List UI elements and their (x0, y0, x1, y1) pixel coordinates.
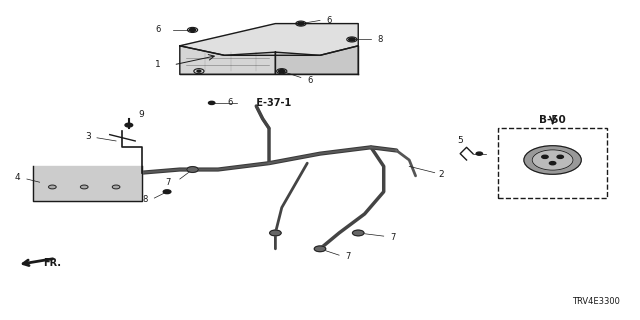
Text: 9: 9 (138, 109, 144, 118)
Circle shape (187, 167, 198, 172)
Text: B-50: B-50 (540, 115, 566, 125)
Circle shape (299, 23, 303, 25)
Circle shape (81, 185, 88, 189)
Bar (499, 128, 607, 198)
Circle shape (191, 29, 195, 31)
Polygon shape (180, 46, 275, 74)
Circle shape (209, 101, 215, 105)
Circle shape (298, 22, 304, 25)
Circle shape (278, 69, 285, 73)
Text: 7: 7 (346, 252, 351, 261)
Text: 3: 3 (85, 132, 91, 141)
Text: 1: 1 (155, 60, 161, 69)
Circle shape (197, 70, 201, 72)
Text: TRV4E3300: TRV4E3300 (572, 297, 620, 306)
Circle shape (349, 38, 355, 41)
Text: 5: 5 (458, 136, 463, 146)
Circle shape (189, 28, 196, 32)
Text: FR.: FR. (43, 258, 61, 268)
Circle shape (549, 162, 556, 165)
Circle shape (353, 230, 364, 236)
Text: 7: 7 (165, 178, 170, 187)
Text: E-37-1: E-37-1 (253, 98, 291, 108)
Circle shape (163, 190, 171, 194)
Polygon shape (33, 166, 141, 201)
Circle shape (314, 246, 326, 252)
Text: 2: 2 (438, 170, 444, 179)
Circle shape (112, 185, 120, 189)
Circle shape (541, 155, 548, 158)
Circle shape (350, 38, 354, 40)
Text: 4: 4 (15, 173, 20, 182)
Text: 6: 6 (326, 16, 332, 25)
Circle shape (125, 123, 132, 127)
Text: 6: 6 (307, 76, 312, 85)
Polygon shape (180, 24, 358, 55)
Circle shape (49, 185, 56, 189)
Circle shape (476, 152, 483, 155)
Circle shape (532, 150, 573, 170)
Text: 8: 8 (378, 35, 383, 44)
Circle shape (524, 146, 581, 174)
Text: 8: 8 (143, 195, 148, 204)
Circle shape (280, 70, 284, 72)
Text: 7: 7 (390, 233, 396, 242)
Circle shape (557, 155, 563, 158)
Polygon shape (275, 46, 358, 74)
Text: 6: 6 (228, 99, 233, 108)
Text: 6: 6 (156, 25, 161, 35)
Circle shape (269, 230, 281, 236)
